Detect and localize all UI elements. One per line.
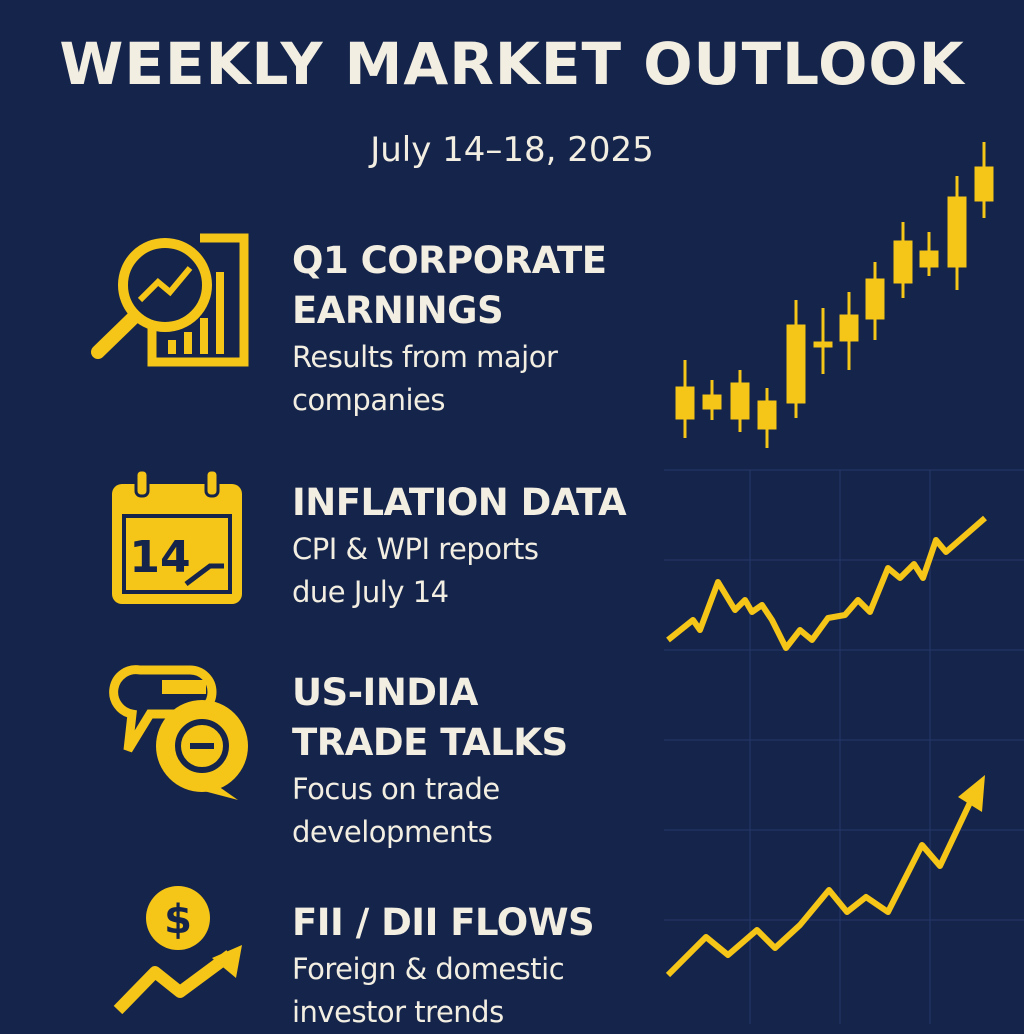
agenda-item: Q1 CORPORATE EARNINGS Results from major co… [292,236,672,422]
icon-arrow [113,950,234,1015]
icon-text: 14 [129,532,190,583]
item-description: Results from major [292,340,558,374]
icon-bar [184,332,192,354]
icon-bar [216,272,224,354]
item-description: investor trends [292,995,504,1029]
candle [865,278,885,320]
grid [664,469,1024,1024]
candle [675,386,695,420]
icon-handle [91,311,140,359]
item-description: Foreign & domestic [292,952,565,986]
item-title: US-INDIA [292,671,478,714]
icon-ring [204,468,220,498]
icon-arrow [184,563,224,586]
item-description: due July 14 [292,575,449,609]
icon-flows: $ [113,886,242,1015]
item-description: developments [292,815,493,849]
icon-earnings [91,233,249,367]
icon-ring [134,468,150,498]
candle [839,314,859,342]
item-description: Focus on trade [292,772,500,806]
icon-stripe [162,680,206,694]
icon-tail [200,786,238,800]
icon-bar [200,318,208,354]
arrow-head [958,775,985,812]
icon-coin [146,886,210,950]
candle [947,196,967,268]
icon-calendar: 14 [112,468,242,604]
trend-line [665,790,978,978]
item-title: Q1 CORPORATE [292,239,607,282]
subtitle: July 14–18, 2025 [370,130,654,170]
item-title: FII / DII FLOWS [292,901,595,944]
title: WEEKLY MARKET OUTLOOK [59,30,965,98]
item-title: EARNINGS [292,289,504,332]
item-title: INFLATION DATA [292,481,627,524]
candle [813,341,833,348]
item-title: TRADE TALKS [292,721,568,764]
item-description: CPI & WPI reports [292,532,539,566]
candle [786,324,806,404]
agenda-item: FII / DII FLOWS Foreign & domestic investo… [292,898,672,1034]
trend-line [666,515,987,651]
agenda-item: INFLATION DATA CPI & WPI reports due July … [292,478,672,614]
candle [893,240,913,284]
icon-arrow-head [212,945,242,978]
agenda-item: US-INDIA TRADE TALKS Focus on trade develop… [292,668,672,854]
candle [974,166,994,202]
icon-chat [109,665,248,800]
icon-frame [147,233,249,367]
item-description: companies [292,383,446,417]
candle [919,250,939,268]
candle [702,394,722,410]
candle [730,382,750,420]
candlesticks [675,142,994,448]
icon-bar [168,340,176,354]
icon-ring [175,719,229,773]
candle [757,400,777,430]
icon-calendar-inner [126,518,228,590]
icon-zigzag [137,266,193,303]
icon-text: $ [164,897,192,943]
